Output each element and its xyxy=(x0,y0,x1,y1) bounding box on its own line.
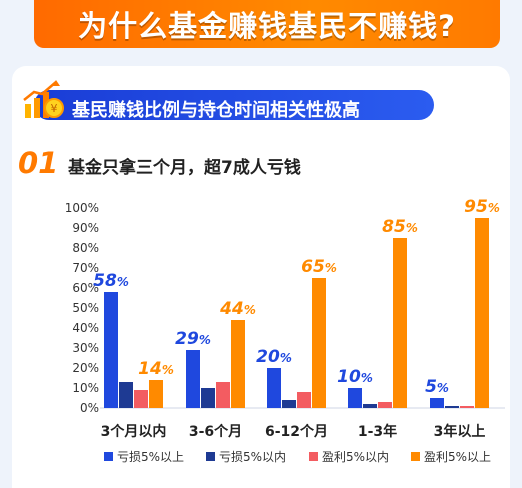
data-label: 65% xyxy=(301,257,337,277)
y-tick-label: 70% xyxy=(72,261,99,275)
y-tick-label: 20% xyxy=(72,361,99,375)
bar-1-0 xyxy=(119,382,133,408)
bar-0-4 xyxy=(430,398,444,408)
data-label: 85% xyxy=(382,217,418,237)
title-banner: 为什么基金赚钱基民不赚钱? xyxy=(34,0,500,48)
subtitle: 基民赚钱比例与持仓时间相关性极高 xyxy=(72,100,360,121)
data-label: 14% xyxy=(138,359,174,379)
data-label: 44% xyxy=(219,299,256,319)
bar-2-4 xyxy=(460,406,474,408)
section-title: 基金只拿三个月，超7成人亏钱 xyxy=(68,158,301,178)
bar-3-3 xyxy=(393,238,407,408)
y-tick-label: 40% xyxy=(72,321,99,335)
bar-0-1 xyxy=(186,350,200,408)
bar-0-3 xyxy=(348,388,362,408)
legend-swatch xyxy=(309,452,318,461)
y-tick-label: 90% xyxy=(72,221,99,235)
bar-3-1 xyxy=(231,320,245,408)
bar-2-0 xyxy=(134,390,148,408)
y-tick-label: 80% xyxy=(72,241,99,255)
bar-1-1 xyxy=(201,388,215,408)
bar-2-3 xyxy=(378,402,392,408)
bar-3-0 xyxy=(149,380,163,408)
x-tick-label: 3-6个月 xyxy=(189,423,242,440)
x-tick-label: 3年以上 xyxy=(434,423,486,440)
bar-3-4 xyxy=(475,218,489,408)
data-label: 29% xyxy=(175,329,211,349)
y-tick-label: 10% xyxy=(72,381,99,395)
bar-2-2 xyxy=(297,392,311,408)
data-label: 20% xyxy=(256,347,292,367)
page-title: 为什么基金赚钱基民不赚钱? xyxy=(78,9,456,43)
data-label: 5% xyxy=(425,377,449,397)
svg-text:¥: ¥ xyxy=(51,102,58,115)
legend-swatch xyxy=(104,452,113,461)
bar-2-1 xyxy=(216,382,230,408)
subtitle-bar xyxy=(34,90,434,120)
growth-chart-icon: ¥ xyxy=(23,80,64,118)
legend-label: 亏损5%以上 xyxy=(117,450,184,464)
bar-1-2 xyxy=(282,400,296,408)
bar-1-4 xyxy=(445,406,459,408)
section-number: 01 xyxy=(18,146,59,180)
data-label: 95% xyxy=(464,197,500,217)
y-tick-label: 0% xyxy=(80,401,99,415)
legend-label: 盈利5%以上 xyxy=(424,450,491,464)
content-card xyxy=(12,66,510,488)
x-tick-label: 6-12个月 xyxy=(265,423,328,440)
x-tick-label: 1-3年 xyxy=(358,423,397,440)
legend-swatch xyxy=(411,452,420,461)
x-tick-label: 3个月以内 xyxy=(101,423,167,440)
legend-label: 亏损5%以内 xyxy=(219,450,286,464)
y-tick-label: 100% xyxy=(65,201,99,215)
bar-3-2 xyxy=(312,278,326,408)
legend-label: 盈利5%以内 xyxy=(322,450,389,464)
legend-swatch xyxy=(206,452,215,461)
bar-0-0 xyxy=(104,292,118,408)
bar-1-3 xyxy=(363,404,377,408)
y-tick-label: 50% xyxy=(72,301,99,315)
y-tick-label: 60% xyxy=(72,281,99,295)
bar-0-2 xyxy=(267,368,281,408)
data-label: 10% xyxy=(337,367,373,387)
y-tick-label: 30% xyxy=(72,341,99,355)
data-label: 58% xyxy=(93,271,129,291)
